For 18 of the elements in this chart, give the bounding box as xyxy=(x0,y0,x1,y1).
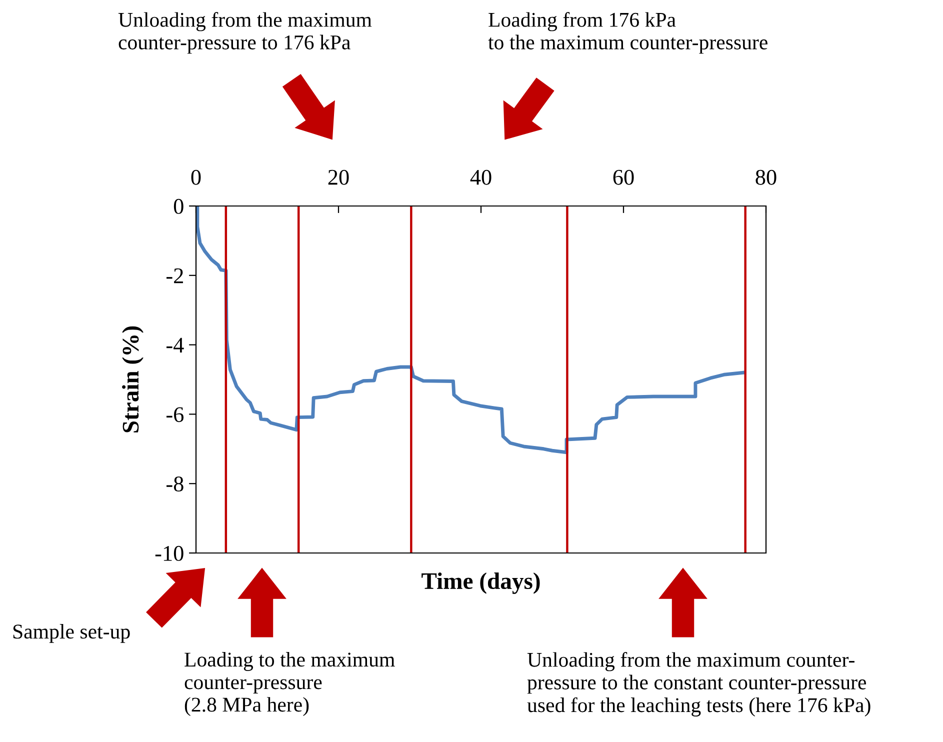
text: Loading from 176 kPa to the maximum counter-pressure xyxy=(488,12,768,54)
text: Loading to the maximum counter-pressure (2.8 MPa here) xyxy=(184,652,395,716)
x-tick-label: 80 xyxy=(756,170,776,185)
x-axis-title: Time (days) xyxy=(422,572,540,594)
y-tick-label: -6 xyxy=(166,407,184,422)
x-tick-label: 60 xyxy=(613,170,634,185)
y-tick-label: -4 xyxy=(166,338,184,353)
y-tick-label: 0 xyxy=(174,198,184,214)
x-tick-label: 20 xyxy=(328,170,349,185)
y-axis-title: Strain (%) xyxy=(122,326,144,432)
x-tick-label: 40 xyxy=(470,170,492,185)
text: Unloading from the maximum counter- pressure to the constant counter-pressure used for the leaching tests (here 176 kPa) xyxy=(527,652,870,716)
text: Sample set-up xyxy=(13,624,130,643)
y-tick-label: -2 xyxy=(166,268,183,284)
text: Unloading from the maximum counter-pressure to 176 kPa xyxy=(118,12,372,54)
y-tick-label: -8 xyxy=(166,476,184,492)
x-tick-label: 0 xyxy=(191,170,201,185)
y-tick-label: -10 xyxy=(155,546,184,561)
